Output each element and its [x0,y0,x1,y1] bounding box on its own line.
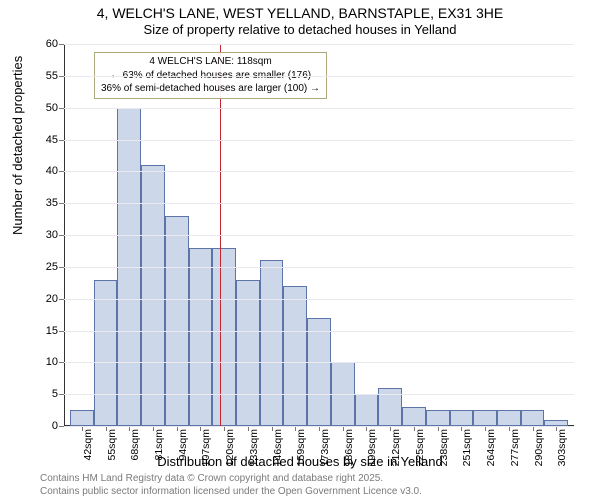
y-tick-mark [59,235,64,236]
bar [450,410,474,426]
y-axis-label: Number of detached properties [10,56,25,235]
footer-note: Contains HM Land Registry data © Crown c… [40,473,422,498]
bar [497,410,521,426]
gridline [64,331,574,332]
y-tick-mark [59,203,64,204]
footer-line2: Contains public sector information licen… [40,486,422,499]
y-tick-label: 55 [46,70,58,82]
y-tick-label: 20 [46,293,58,305]
y-tick-mark [59,362,64,363]
y-tick-mark [59,394,64,395]
y-tick-mark [59,299,64,300]
gridline [64,203,574,204]
gridline [64,108,574,109]
gridline [64,267,574,268]
footer-line1: Contains HM Land Registry data © Crown c… [40,473,422,486]
gridline [64,76,574,77]
bar [70,410,94,426]
chart-container: 4, WELCH'S LANE, WEST YELLAND, BARNSTAPL… [0,0,600,500]
bar [521,410,545,426]
bar [402,407,426,426]
y-tick-mark [59,331,64,332]
y-tick-label: 30 [46,229,58,241]
y-tick-label: 5 [52,388,58,400]
chart-title-line1: 4, WELCH'S LANE, WEST YELLAND, BARNSTAPL… [0,0,600,22]
bar [94,280,118,426]
bar [212,248,236,426]
y-tick-label: 35 [46,197,58,209]
y-tick-mark [59,426,64,427]
bar [189,248,213,426]
annotation-line3: 36% of semi-detached houses are larger (… [101,82,320,96]
y-tick-mark [59,44,64,45]
chart-title-line2: Size of property relative to detached ho… [0,22,600,39]
annotation-line1: 4 WELCH'S LANE: 118sqm [101,55,320,69]
bar [426,410,450,426]
y-tick-label: 45 [46,134,58,146]
bar [260,260,284,426]
gridline [64,426,574,427]
gridline [64,299,574,300]
y-tick-mark [59,108,64,109]
gridline [64,362,574,363]
gridline [64,44,574,45]
y-tick-label: 40 [46,165,58,177]
y-tick-mark [59,76,64,77]
bar [236,280,260,426]
bar [283,286,307,426]
plot-area: 42sqm55sqm68sqm81sqm94sqm107sqm120sqm133… [64,44,574,426]
gridline [64,171,574,172]
x-axis-label: Distribution of detached houses by size … [0,454,600,469]
y-tick-label: 50 [46,102,58,114]
gridline [64,394,574,395]
y-tick-label: 60 [46,38,58,50]
bar [307,318,331,426]
y-tick-mark [59,267,64,268]
y-tick-label: 25 [46,261,58,273]
gridline [64,235,574,236]
y-tick-label: 15 [46,325,58,337]
y-tick-mark [59,140,64,141]
y-tick-label: 0 [52,420,58,432]
y-tick-mark [59,171,64,172]
bar [355,394,379,426]
gridline [64,140,574,141]
bar [473,410,497,426]
y-tick-label: 10 [46,356,58,368]
